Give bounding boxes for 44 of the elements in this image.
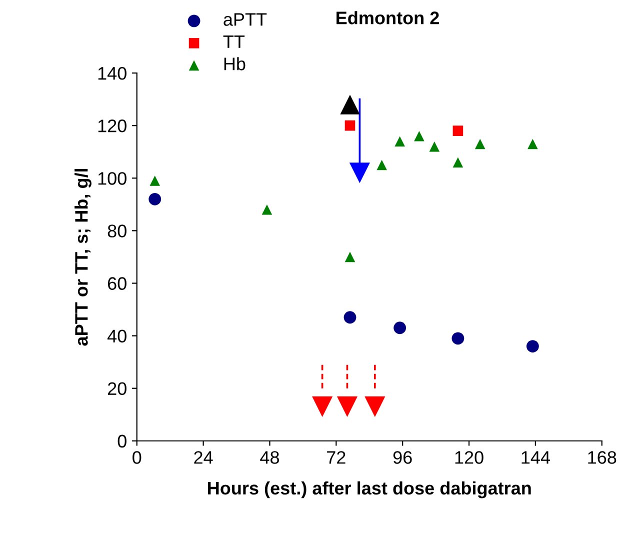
x-tick-label: 48	[260, 451, 279, 464]
point	[344, 311, 356, 324]
y-axis-title: aPTT or TT, s; Hb, g/l	[74, 168, 92, 346]
point	[312, 396, 333, 418]
point	[336, 396, 358, 418]
point	[349, 162, 370, 184]
point	[429, 141, 440, 152]
y-tick-label: 60	[108, 277, 126, 290]
x-tick-label: 120	[455, 451, 484, 464]
y-tick-label: 0	[118, 434, 126, 448]
point	[344, 120, 356, 131]
legend-label: Hb	[224, 57, 246, 70]
point	[452, 126, 464, 136]
point	[474, 138, 486, 150]
point	[414, 130, 424, 142]
point	[262, 204, 272, 215]
chart-title: Edmonton 2	[336, 11, 439, 24]
x-tick-label: 72	[327, 451, 346, 464]
x-axis-title: Hours (est.) after last dose dabigatran	[208, 481, 531, 498]
x-tick-label: 24	[194, 451, 213, 464]
point	[452, 157, 464, 168]
x-tick-label: 0	[132, 451, 142, 464]
point	[340, 94, 360, 114]
point	[452, 332, 464, 345]
point	[526, 340, 539, 352]
x-tick-label: 144	[522, 451, 550, 464]
y-tick-label: 100	[98, 172, 126, 185]
point	[364, 396, 386, 418]
point	[344, 252, 356, 262]
y-tick-label: 20	[108, 382, 126, 396]
y-tick-label: 40	[107, 330, 126, 342]
point	[394, 322, 406, 334]
point	[528, 138, 538, 150]
point	[148, 192, 162, 206]
x-tick-label: 96	[393, 451, 412, 464]
y-tick-label: 120	[98, 120, 126, 132]
y-tick-label: 80	[108, 224, 126, 238]
point	[150, 176, 160, 186]
legend-label: aPTT	[224, 13, 267, 26]
point	[376, 160, 387, 170]
legend-label: TT	[223, 36, 245, 48]
x-tick-label: 168	[588, 451, 616, 464]
y-tick-label: 140	[98, 66, 126, 80]
point	[394, 136, 405, 146]
